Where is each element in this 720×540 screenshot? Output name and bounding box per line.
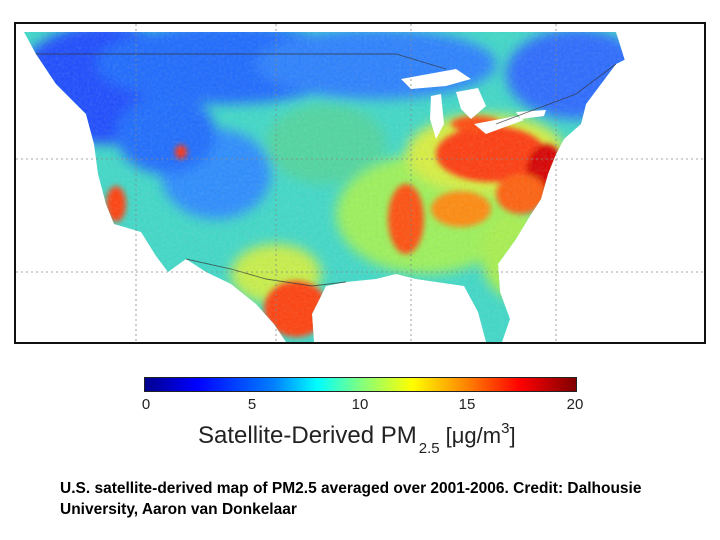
unit-sup: 3 bbox=[501, 420, 510, 437]
colorbar bbox=[144, 377, 577, 392]
colorbar-tick-0: 0 bbox=[141, 396, 151, 413]
colorbar-title-main: Satellite-Derived PM bbox=[198, 422, 417, 449]
pm25-speckle-layer bbox=[24, 32, 656, 342]
graticule bbox=[16, 24, 704, 342]
unit-open-bracket: [ bbox=[445, 423, 452, 448]
unit-close-bracket: ] bbox=[509, 423, 516, 448]
unit-mu: μ bbox=[451, 423, 465, 448]
colorbar-tick-20: 20 bbox=[566, 396, 584, 413]
unit-main: g/m bbox=[464, 423, 502, 448]
colorbar-tick-5: 5 bbox=[247, 396, 257, 413]
pm25-field bbox=[24, 32, 656, 342]
country-borders bbox=[36, 53, 617, 287]
colorbar-title: Satellite-Derived PM 2.5 [μg/m3] bbox=[198, 420, 516, 457]
colorbar-unit: [μg/m3] bbox=[445, 420, 516, 448]
great-lakes bbox=[401, 69, 546, 139]
colorbar-tick-15: 15 bbox=[458, 396, 476, 413]
colorbar-tick-10: 10 bbox=[351, 396, 369, 413]
figure-caption: U.S. satellite-derived map of PM2.5 aver… bbox=[60, 480, 642, 518]
pm25-map-canvas bbox=[16, 24, 704, 342]
colorbar-title-sub: 2.5 bbox=[418, 440, 440, 457]
pm25-map bbox=[14, 22, 706, 344]
